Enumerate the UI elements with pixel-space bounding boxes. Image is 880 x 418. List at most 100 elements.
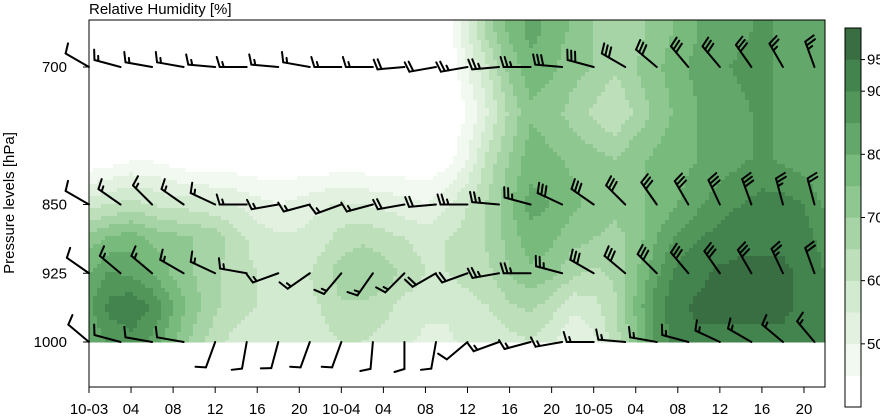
humidity-cell xyxy=(369,200,374,205)
humidity-cell xyxy=(581,160,586,165)
humidity-cell xyxy=(521,88,526,93)
humidity-cell xyxy=(701,180,706,185)
humidity-cell xyxy=(617,100,622,105)
humidity-cell xyxy=(585,88,590,93)
humidity-cell xyxy=(585,164,590,169)
humidity-cell xyxy=(709,48,714,53)
humidity-cell xyxy=(797,32,802,37)
humidity-cell xyxy=(645,176,650,181)
humidity-cell xyxy=(693,56,698,61)
humidity-cell xyxy=(665,104,670,109)
humidity-cell xyxy=(725,124,730,129)
humidity-cell xyxy=(493,116,498,121)
humidity-cell xyxy=(561,40,566,45)
humidity-cell xyxy=(477,116,482,121)
humidity-cell xyxy=(117,164,122,169)
humidity-cell xyxy=(445,192,450,197)
humidity-cell xyxy=(689,128,694,133)
humidity-cell xyxy=(337,184,342,189)
humidity-cell xyxy=(709,124,714,129)
humidity-cell xyxy=(521,36,526,41)
humidity-cell xyxy=(549,200,554,205)
humidity-cell xyxy=(757,184,762,189)
humidity-cell xyxy=(761,28,766,33)
humidity-cell xyxy=(465,108,470,113)
humidity-cell xyxy=(481,172,486,177)
humidity-cell xyxy=(793,124,798,129)
humidity-cell xyxy=(685,192,690,197)
humidity-cell xyxy=(565,168,570,173)
humidity-cell xyxy=(473,32,478,37)
humidity-cell xyxy=(193,180,198,185)
humidity-cell xyxy=(625,64,630,69)
humidity-cell xyxy=(633,188,638,193)
humidity-cell xyxy=(761,192,766,197)
humidity-cell xyxy=(113,184,118,189)
humidity-cell xyxy=(757,136,762,141)
humidity-cell xyxy=(621,148,626,153)
humidity-cell xyxy=(609,96,614,101)
humidity-cell xyxy=(785,140,790,145)
humidity-cell xyxy=(637,120,642,125)
humidity-cell xyxy=(577,140,582,145)
humidity-cell xyxy=(561,80,566,85)
humidity-cell xyxy=(717,28,722,33)
humidity-cell xyxy=(737,64,742,69)
humidity-cell xyxy=(545,60,550,65)
humidity-cell xyxy=(789,72,794,77)
humidity-cell xyxy=(537,120,542,125)
humidity-cell xyxy=(801,168,806,173)
humidity-cell xyxy=(317,184,322,189)
humidity-cell xyxy=(813,112,818,117)
humidity-cell xyxy=(125,188,130,193)
humidity-cell xyxy=(101,176,106,181)
humidity-cell xyxy=(573,68,578,73)
humidity-cell xyxy=(809,184,814,189)
humidity-cell xyxy=(497,136,502,141)
humidity-cell xyxy=(681,64,686,69)
humidity-cell xyxy=(801,28,806,33)
humidity-cell xyxy=(473,164,478,169)
humidity-cell xyxy=(657,200,662,205)
humidity-cell xyxy=(765,168,770,173)
humidity-cell xyxy=(749,92,754,97)
humidity-cell xyxy=(785,76,790,81)
humidity-cell xyxy=(673,56,678,61)
humidity-cell xyxy=(701,28,706,33)
humidity-cell xyxy=(513,152,518,157)
humidity-cell xyxy=(761,132,766,137)
humidity-cell xyxy=(341,196,346,201)
humidity-cell xyxy=(121,172,126,177)
humidity-cell xyxy=(705,112,710,117)
humidity-cell xyxy=(389,180,394,185)
humidity-cell xyxy=(461,80,466,85)
humidity-cell xyxy=(713,184,718,189)
humidity-cell xyxy=(773,76,778,81)
humidity-cell xyxy=(645,120,650,125)
humidity-cell xyxy=(453,160,458,165)
humidity-cell xyxy=(213,192,218,197)
humidity-cell xyxy=(321,192,326,197)
humidity-cell xyxy=(329,188,334,193)
humidity-cell xyxy=(145,176,150,181)
humidity-cell xyxy=(601,128,606,133)
humidity-cell xyxy=(157,164,162,169)
humidity-cell xyxy=(741,152,746,157)
humidity-cell xyxy=(493,160,498,165)
humidity-cell xyxy=(617,44,622,49)
humidity-cell xyxy=(665,84,670,89)
humidity-cell xyxy=(689,84,694,89)
humidity-cell xyxy=(705,28,710,33)
humidity-cell xyxy=(709,128,714,133)
humidity-cell xyxy=(637,172,642,177)
humidity-cell xyxy=(605,128,610,133)
humidity-cell xyxy=(529,124,534,129)
humidity-cell xyxy=(545,32,550,37)
humidity-cell xyxy=(205,200,210,205)
humidity-cell xyxy=(817,76,822,81)
humidity-cell xyxy=(641,20,646,25)
humidity-cell xyxy=(805,112,810,117)
humidity-cell xyxy=(781,24,786,29)
humidity-cell xyxy=(637,96,642,101)
humidity-cell xyxy=(729,132,734,137)
